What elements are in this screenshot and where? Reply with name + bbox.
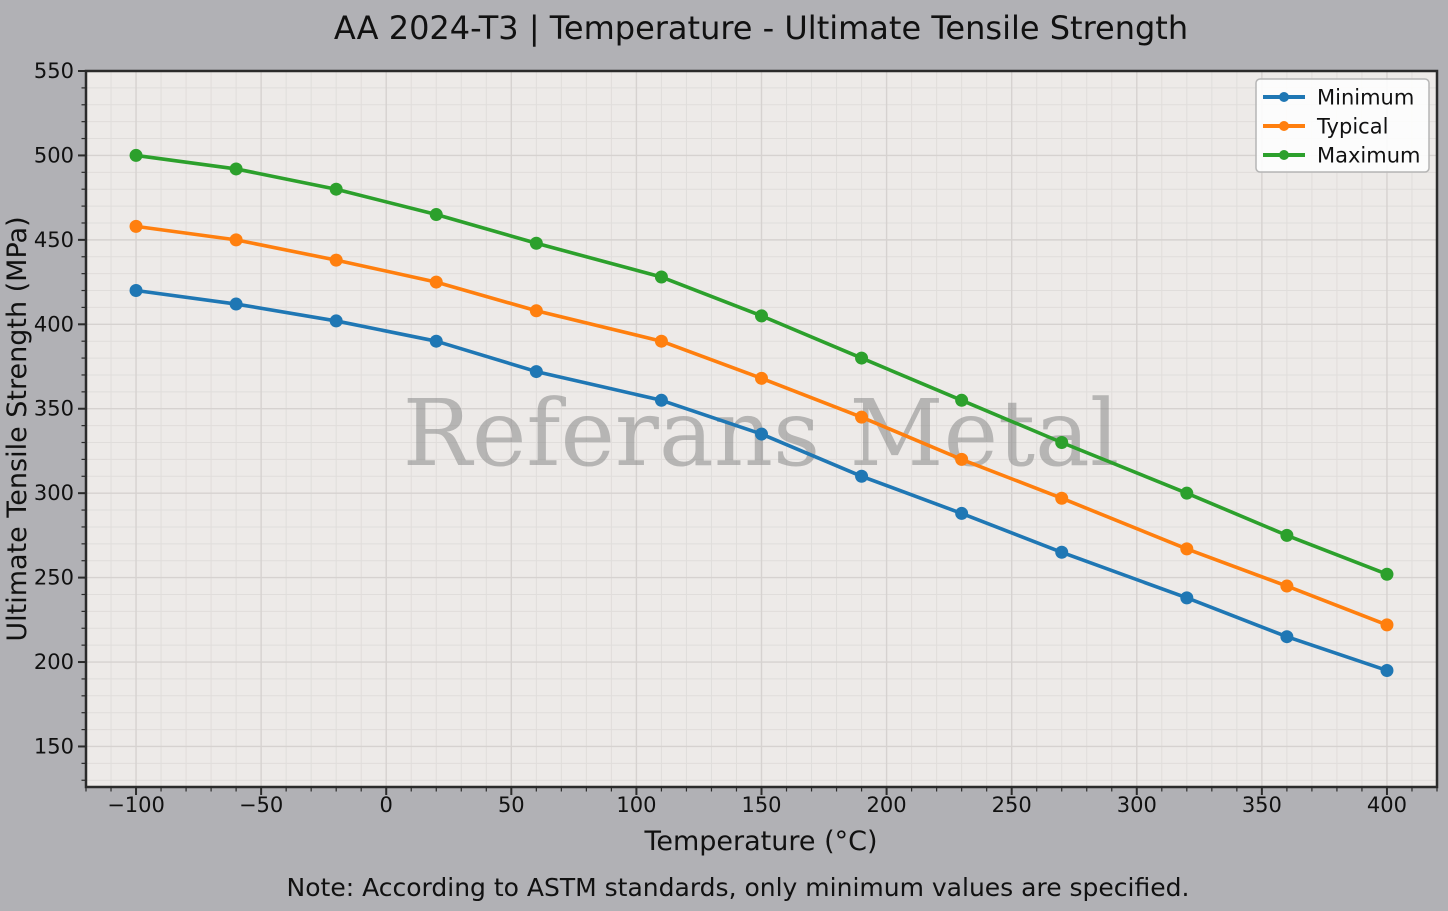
series-minimum-marker [129,284,143,298]
series-maximum-marker [1280,528,1294,542]
series-maximum-marker [1055,436,1069,450]
series-minimum-marker [1180,591,1194,605]
x-tick-label: 0 [380,793,393,817]
y-tick-label: 200 [34,650,74,674]
x-tick-label: 300 [1117,793,1157,817]
legend: Minimum Typical Maximum [1255,78,1430,173]
series-minimum-marker [529,365,543,379]
series-maximum-marker [755,309,768,323]
series-minimum-marker [755,427,768,441]
series-maximum-marker [855,351,869,365]
series-minimum-marker [229,297,243,311]
series-minimum-marker [1380,663,1394,677]
x-tick-label: −50 [239,793,283,817]
legend-label: Typical [1316,115,1388,139]
series-minimum [129,284,1394,677]
chart-title: AA 2024-T3 | Temperature - Ultimate Tens… [334,9,1188,47]
legend-box [1255,78,1430,173]
series-maximum [129,148,1394,581]
series-minimum-marker [1055,545,1069,559]
series-typical-marker [955,452,969,466]
x-tick-label: 100 [616,793,656,817]
series-maximum-marker [129,148,143,162]
series-maximum-marker [229,162,243,176]
series-typical-marker [1180,542,1194,556]
series-typical-marker [755,371,768,385]
legend-marker [1279,121,1289,131]
series-maximum-marker [955,393,969,407]
series-typical-marker [329,253,343,267]
y-tick-label: 250 [34,566,74,590]
y-tick-label: 150 [34,734,74,758]
series-maximum-marker [1180,486,1194,500]
legend-item-minimum: Minimum [1263,86,1414,110]
series-minimum-marker [855,469,869,483]
series-maximum-marker [654,270,668,284]
series-typical-marker [229,233,243,247]
axis-ticks [78,70,1438,795]
series-maximum-marker [1380,567,1394,581]
series-typical-marker [1280,579,1294,593]
x-tick-label: 50 [498,793,525,817]
x-tick-label: 150 [741,793,781,817]
series-typical-marker [1055,491,1069,505]
x-tick-label: 250 [992,793,1032,817]
series-typical [129,219,1394,632]
y-axis-label: Ultimate Tensile Strength (MPa) [2,216,33,641]
series-typical-marker [529,304,543,318]
series-minimum-marker [1280,630,1294,644]
y-tick-label: 500 [34,143,74,167]
legend-marker [1279,150,1289,160]
y-tick-label: 350 [34,397,74,421]
series-maximum-marker [429,208,443,222]
series-maximum-marker [329,182,343,196]
series-minimum-marker [955,506,969,520]
y-tick-label: 550 [34,59,74,83]
series-maximum-marker [529,236,543,250]
legend-item-typical: Typical [1263,115,1388,139]
y-tick-label: 300 [34,481,74,505]
series-typical-marker [1380,618,1394,632]
series-minimum-marker [329,314,343,328]
x-tick-label: 400 [1367,793,1407,817]
series-typical-marker [855,410,869,424]
x-tick-label: 350 [1242,793,1282,817]
series-minimum-marker [654,393,668,407]
x-axis-label: Temperature (°C) [643,826,877,857]
y-tick-label: 400 [34,312,74,336]
x-tick-label: 200 [867,793,907,817]
series-typical-marker [429,275,443,289]
legend-item-maximum: Maximum [1263,144,1420,168]
tick-labels: −100 −50 0 50 100 150 200 250 300 350 400 150 200 250… [34,59,1407,817]
y-tick-label: 450 [34,228,74,252]
series-minimum-marker [429,334,443,348]
note-text: Note: According to ASTM standards, only … [287,873,1190,902]
legend-marker [1279,92,1289,102]
legend-label: Maximum [1317,144,1420,168]
series-typical-marker [654,334,668,348]
x-tick-label: −100 [107,793,165,817]
series-typical-marker [129,219,143,233]
legend-label: Minimum [1317,86,1414,110]
